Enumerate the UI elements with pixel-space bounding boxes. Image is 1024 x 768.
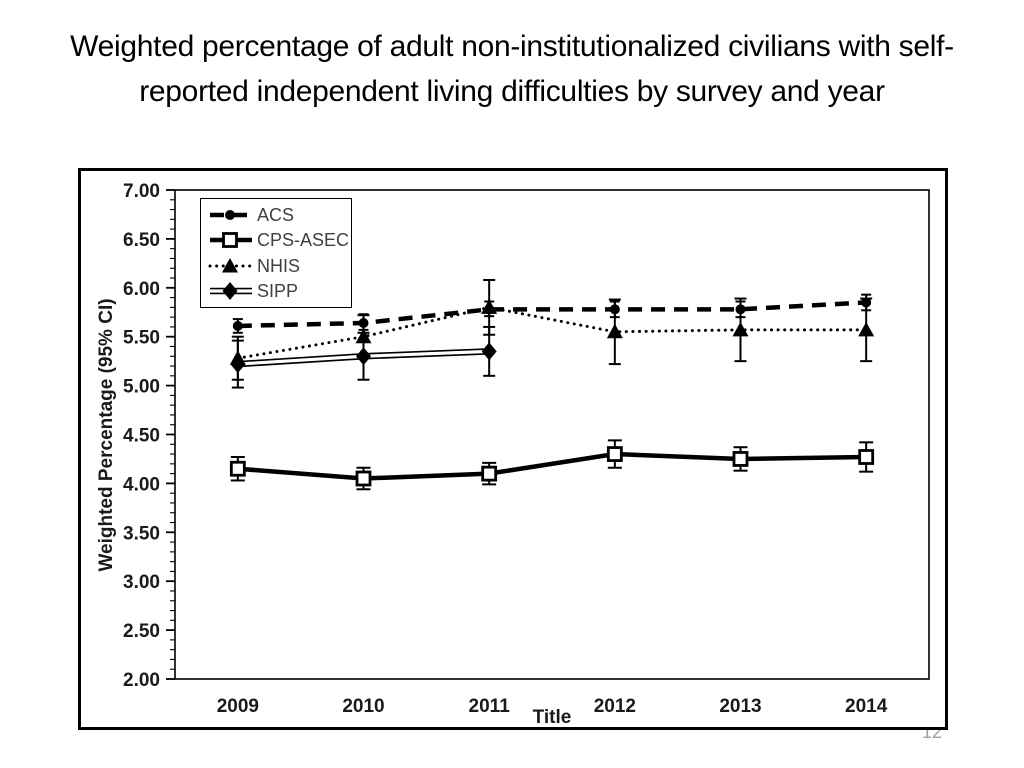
y-tick-label: 7.00 (123, 181, 160, 202)
x-tick-label: 2012 (594, 696, 636, 717)
series-cps-asec-line (237, 451, 867, 481)
x-tick-label: 2010 (342, 696, 384, 717)
legend-label-sipp: SIPP (257, 281, 299, 302)
legend-key-solid-square-open-icon (210, 232, 252, 249)
legend-key-dashed-circle-icon (210, 209, 252, 220)
y-tick-label: 2.00 (123, 670, 160, 691)
legend-key-dotted-triangle-icon (208, 257, 254, 273)
x-tick-label: 2013 (719, 696, 761, 717)
chart-container: 2.00 2.50 3.00 3.50 4.00 4.50 5.00 5.50 6.00 6.50… (78, 168, 948, 730)
x-axis-title: Title (532, 707, 572, 728)
x-tick-label: 2011 (469, 696, 511, 717)
x-tick-label: 2014 (845, 696, 888, 717)
series-cps-asec-markers (229, 446, 875, 487)
y-tick-label: 6.00 (123, 279, 160, 300)
y-tick-label: 3.50 (123, 523, 160, 544)
legend-key-double-diamond-icon (210, 282, 252, 301)
legend-item-nhis: NHIS (208, 253, 351, 278)
series-nhis-line (236, 305, 868, 360)
legend-item-sipp: SIPP (208, 279, 351, 304)
y-tick-label: 6.50 (123, 230, 160, 251)
y-tick-label: 4.00 (123, 474, 160, 495)
legend-label-cps-asec: CPS-ASEC (257, 230, 350, 251)
chart-plot: 2.00 2.50 3.00 3.50 4.00 4.50 5.00 5.50 6.00 6.50… (123, 181, 930, 717)
series-markers (229, 297, 875, 487)
chart-legend: ACS CPS-ASEC NHIS SIPP (200, 198, 352, 308)
y-tick-label: 5.50 (123, 328, 160, 349)
y-tick-label: 3.00 (123, 572, 160, 593)
y-axis-title: Weighted Percentage (95% CI) (96, 298, 117, 572)
series-sipp-markers (230, 342, 497, 374)
legend-label-nhis: NHIS (257, 255, 301, 276)
x-tick-label: 2009 (217, 696, 259, 717)
series-acs-line (237, 300, 867, 329)
legend-item-acs: ACS (208, 202, 351, 227)
legend-label-acs: ACS (257, 204, 295, 225)
y-tick-label: 5.00 (123, 377, 160, 398)
legend-item-cps-asec: CPS-ASEC (208, 228, 351, 253)
y-tick-label: 4.50 (123, 426, 160, 447)
slide-title: Weighted percentage of adult non-institu… (70, 30, 954, 108)
series-lines (236, 300, 868, 481)
y-tick-label: 2.50 (123, 621, 160, 642)
